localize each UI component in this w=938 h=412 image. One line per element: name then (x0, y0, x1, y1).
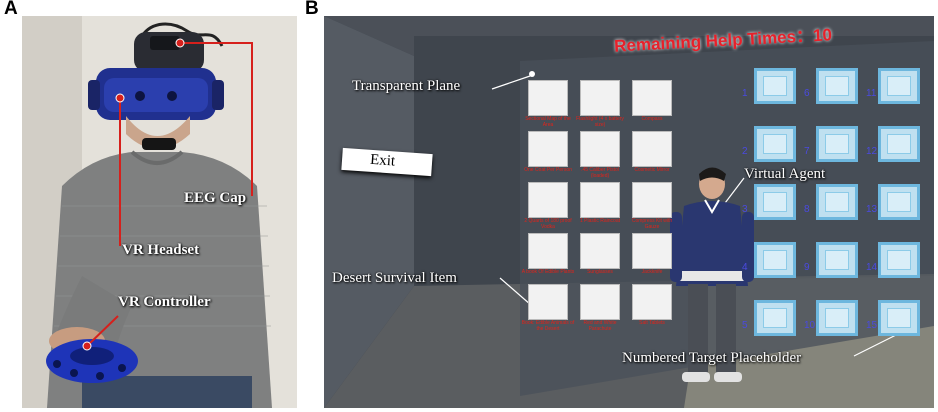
virtual-agent-label: Virtual Agent (744, 166, 826, 182)
survival-item-card[interactable] (528, 233, 568, 269)
target-slot[interactable] (816, 68, 858, 104)
target-slot[interactable] (754, 126, 796, 162)
target-slot-number: 15 (866, 320, 878, 331)
target-slot-number: 7 (804, 146, 810, 157)
numbered-target-placeholder-label: Numbered Target Placeholder (622, 350, 802, 366)
survival-item-caption: Red and White Parachute (583, 320, 617, 332)
survival-item-card[interactable] (580, 131, 620, 167)
panel-a-photo: EEG Cap VR Headset VR Controller (22, 16, 297, 408)
survival-item-card[interactable] (528, 80, 568, 116)
survival-item-caption: Compass (641, 116, 663, 122)
target-slot-number: 6 (804, 88, 810, 99)
vr-headset-label: VR Headset (122, 242, 200, 258)
target-slot[interactable] (878, 126, 920, 162)
survival-item-caption: Cosmetic Mirror (634, 167, 670, 173)
survival-item-caption: Sectional Map of the Area (525, 116, 571, 128)
target-slot[interactable] (754, 68, 796, 104)
target-slot-number: 5 (742, 320, 748, 331)
target-slot[interactable] (754, 242, 796, 278)
desert-survival-item-label: Desert Survival Item (332, 270, 457, 286)
survival-item-caption: A book Of Edible Plants (521, 269, 575, 275)
exit-label: Exit (369, 151, 396, 170)
target-slot-number: 1 (742, 88, 748, 99)
survival-item-card[interactable] (580, 182, 620, 218)
target-slot-number: 10 (804, 320, 816, 331)
survival-item-card[interactable] (632, 131, 672, 167)
target-slot-number: 2 (742, 146, 748, 157)
panel-b-label: B (305, 0, 319, 19)
survival-item-card[interactable] (632, 284, 672, 320)
survival-item-caption: 2 Quarts of 180 proof Vodka (524, 218, 572, 230)
survival-item-caption: Book: Edible Animals of the Desert (521, 320, 575, 332)
survival-item-card[interactable] (580, 284, 620, 320)
survival-item-caption: Compress Kit with Gauze (631, 218, 673, 230)
target-slot-number: 14 (866, 262, 878, 273)
survival-item-card[interactable] (528, 131, 568, 167)
target-slot-number: 9 (804, 262, 810, 273)
target-slot[interactable] (816, 242, 858, 278)
panel-b-vr-scene: Remaining Help Times：10 Exit Sectional M… (324, 16, 934, 408)
survival-item-caption: Flashlight (4 x battery size) (576, 116, 624, 128)
target-slot[interactable] (816, 126, 858, 162)
survival-item-card[interactable] (580, 80, 620, 116)
target-slot-number: 13 (866, 204, 878, 215)
survival-item-card[interactable] (632, 80, 672, 116)
target-slot-number: 3 (742, 204, 748, 215)
survival-item-caption: Salt Tablets (639, 320, 665, 326)
survival-item-caption: One Coat Per Person (524, 167, 572, 173)
target-slot[interactable] (816, 300, 858, 336)
target-slot[interactable] (878, 300, 920, 336)
survival-item-caption: Sunglasses (587, 269, 613, 275)
survival-item-card[interactable] (580, 233, 620, 269)
target-slot[interactable] (754, 184, 796, 220)
survival-item-card[interactable] (528, 284, 568, 320)
target-slot-number: 12 (866, 146, 878, 157)
survival-item-card[interactable] (528, 182, 568, 218)
panel-a-label: A (4, 0, 18, 19)
target-slot-number: 8 (804, 204, 810, 215)
target-slot[interactable] (816, 184, 858, 220)
eeg-cap-label: EEG Cap (184, 190, 247, 206)
target-slot[interactable] (878, 242, 920, 278)
target-slot-number: 4 (742, 262, 748, 273)
target-slot-number: 11 (866, 88, 877, 99)
survival-item-card[interactable] (632, 182, 672, 218)
survival-item-caption: Jackknife (641, 269, 663, 275)
survival-item-caption: .45 Caliber Pistol (loaded) (581, 167, 619, 179)
virtual-agent-figure (670, 167, 754, 382)
participant-photo (22, 16, 297, 408)
survival-item-card[interactable] (632, 233, 672, 269)
target-slot[interactable] (878, 68, 920, 104)
transparent-plane-label: Transparent Plane (352, 78, 461, 94)
survival-item-caption: 1 Plastic Raincoat (579, 218, 621, 224)
target-slot[interactable] (754, 300, 796, 336)
target-slot[interactable] (878, 184, 920, 220)
vr-controller-label: VR Controller (118, 294, 211, 310)
